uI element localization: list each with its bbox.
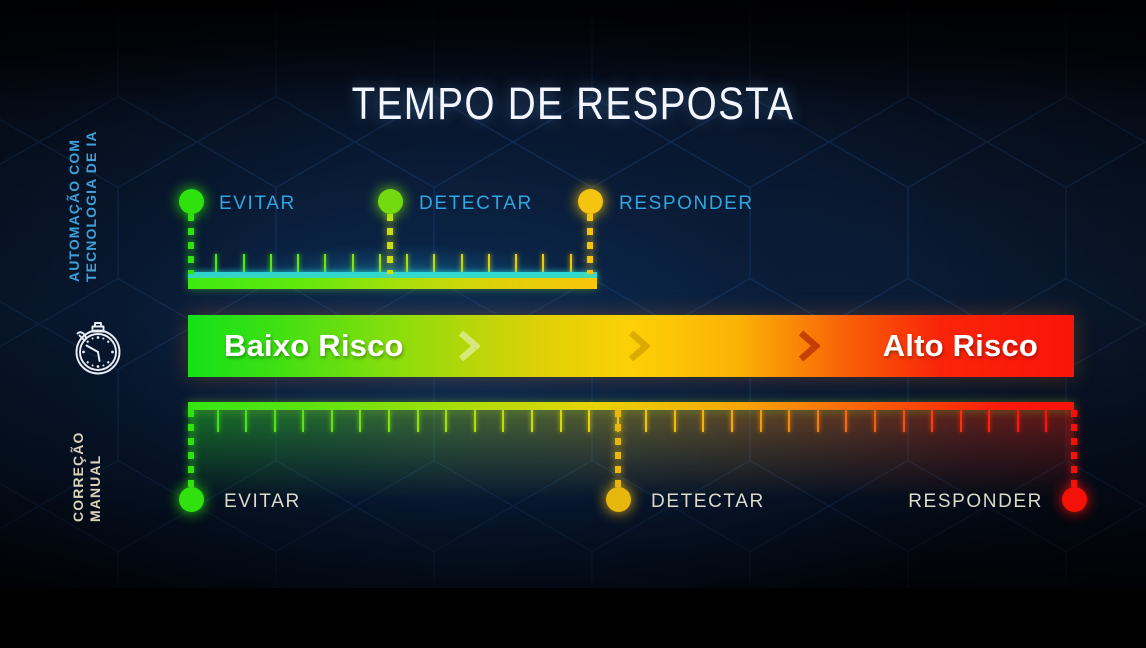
scale-tick [416,410,419,432]
scale-tick [487,254,490,274]
marker-label: RESPONDER [908,491,1043,512]
chevron-right-icon [798,330,821,362]
marker-label: EVITAR [224,491,301,512]
scale-tick [845,410,848,432]
marker-connector-line [587,214,593,274]
scale-tick [378,254,381,274]
scale-tick [542,254,545,274]
bottom-letterbox [0,588,1146,648]
chevron-right-icon [458,330,481,362]
top-scale-bar [188,272,597,290]
scale-tick [569,254,572,274]
marker-dot[interactable] [178,487,204,512]
scale-tick [297,254,300,274]
scale-tick [388,410,391,432]
marker-dot[interactable] [1061,487,1087,512]
marker-dot[interactable] [377,189,403,214]
scale-tick [502,410,505,432]
scale-tick [330,410,333,432]
scale-tick [702,410,705,432]
scale-tick [673,410,676,432]
marker-label: RESPONDER [619,193,754,214]
rail-label-ai-automation: AUTOMAÇÃO COM TECNOLOGIA DE IA [66,130,99,282]
scale-tick [515,254,518,274]
rail-label-manual-line1: CORREÇÃO [70,431,86,522]
scale-tick [359,410,362,432]
marker-connector-line [188,214,194,274]
marker-connector-line [387,214,393,274]
scale-tick [245,410,248,432]
rail-label-manual-correction: CORREÇÃO MANUAL [70,432,103,522]
scale-tick [216,410,219,432]
scale-tick [302,410,305,432]
scale-tick [1045,410,1048,432]
chevron-right-icon [628,330,651,362]
risk-label-low: Baixo Risco [224,328,404,363]
marker-label: DETECTAR [419,193,533,214]
scale-tick [242,254,245,274]
scale-tick [873,410,876,432]
scale-tick [273,410,276,432]
bottom-scale-bar [188,402,1074,410]
scale-tick [559,410,562,432]
scale-tick [406,254,409,274]
scale-tick [788,410,791,432]
top-scale-bar-gradient [188,278,597,289]
scale-tick [351,254,354,274]
scale-tick [902,410,905,432]
scale-tick [931,410,934,432]
rail-label-ai-line2: TECNOLOGIA DE IA [82,130,99,282]
scale-tick [530,410,533,432]
stopwatch-icon [75,322,121,375]
marker-connector-line [615,410,621,488]
scale-tick [988,410,991,432]
page-title: TEMPO DE RESPOSTA [351,78,795,129]
scale-tick [759,410,762,432]
scale-tick [215,254,218,274]
risk-label-high: Alto Risco [882,328,1038,363]
scale-tick [959,410,962,432]
marker-label: DETECTAR [651,491,765,512]
top-scale-ticks [188,254,597,274]
scale-tick [816,410,819,432]
scale-tick [445,410,448,432]
marker-label: EVITAR [219,193,296,214]
rail-label-manual-line2: MANUAL [86,454,103,522]
scale-tick [460,254,463,274]
top-scale-bar-cyan [188,272,597,279]
marker-dot[interactable] [605,487,631,512]
risk-gradient-bar: Baixo Risco Alto Risco [188,315,1074,377]
scale-tick [473,410,476,432]
scale-tick [433,254,436,274]
marker-dot[interactable] [178,189,204,214]
scale-tick [588,410,591,432]
scale-tick [324,254,327,274]
marker-dot[interactable] [577,189,603,214]
marker-connector-line [1071,410,1077,488]
scale-tick [269,254,272,274]
scale-tick [645,410,648,432]
marker-connector-line [188,410,194,488]
bottom-scale-ticks [188,410,1074,432]
scale-tick [1016,410,1019,432]
scale-tick [731,410,734,432]
rail-label-ai-line1: AUTOMAÇÃO COM [66,138,82,282]
